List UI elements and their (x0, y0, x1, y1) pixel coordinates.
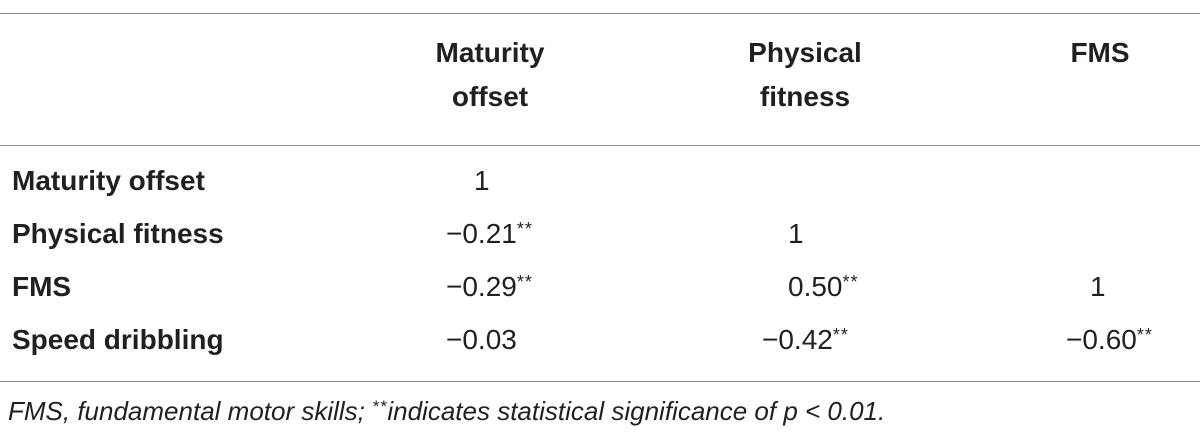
table-row: Maturity offset 1 (0, 155, 1200, 207)
table-footnote: FMS, fundamental motor skills; **indicat… (8, 396, 886, 426)
row-label: FMS (12, 271, 72, 302)
significance-marker: ** (372, 397, 388, 416)
table-cell: 1 (474, 165, 490, 196)
significance-marker: ** (516, 272, 533, 292)
table-cell: 0.50** (788, 271, 859, 302)
table-cell: −0.21** (446, 218, 533, 249)
significance-marker: ** (1136, 325, 1153, 345)
significance-marker: ** (842, 272, 859, 292)
table-row: Speed dribbling −0.03 −0.42** −0.60** (0, 314, 1200, 366)
column-header-maturity-offset: Maturity offset (435, 37, 545, 112)
column-header-fms: FMS (1070, 37, 1130, 68)
row-label: Maturity offset (12, 165, 205, 196)
table-cell: 1 (788, 218, 804, 249)
significance-marker: ** (516, 219, 533, 239)
table-cell: −0.03 (446, 324, 517, 355)
row-label: Physical fitness (12, 218, 224, 249)
table-cell: −0.60** (1066, 324, 1153, 355)
table-bottom-rule (0, 381, 1200, 382)
significance-marker: ** (832, 325, 849, 345)
header-rule (0, 145, 1200, 146)
column-header-physical-fitness: Physical fitness (748, 37, 862, 112)
table-top-rule (0, 13, 1200, 14)
table-cell: −0.29** (446, 271, 533, 302)
table-row: Physical fitness −0.21** 1 (0, 208, 1200, 260)
table-cell: 1 (1090, 271, 1106, 302)
table-row: FMS −0.29** 0.50** 1 (0, 261, 1200, 313)
table-cell: −0.42** (762, 324, 849, 355)
row-label: Speed dribbling (12, 324, 224, 355)
